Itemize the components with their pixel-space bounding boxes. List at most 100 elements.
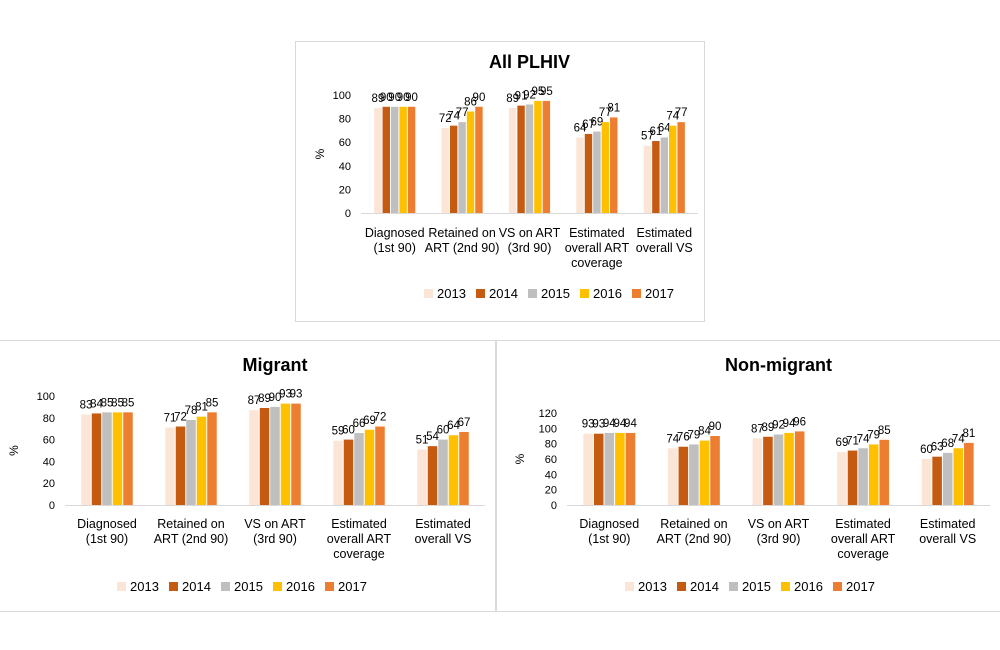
bar-2013 [752,438,763,505]
category-label: Estimated overall ART coverage [831,517,896,561]
bar-2017 [475,106,483,213]
bar-2014 [847,450,858,505]
legend-swatch-2015 [528,289,537,298]
legend-label: 2013 [130,579,159,594]
bar-2013 [374,107,382,213]
bar-2015 [525,104,534,213]
data-label: 81 [962,428,975,440]
category-label: Estimated overall VS [415,517,472,546]
data-label: 90 [397,92,410,104]
bar-2014 [517,105,525,213]
bar-2013 [165,427,175,505]
legend-swatch-2013 [625,582,634,591]
bar-2013 [441,128,449,213]
legend-label: 2017 [338,579,367,594]
y-tick-label: 20 [339,184,351,196]
legend-label: 2013 [638,579,667,594]
bar-2015 [593,131,601,213]
data-label: 90 [269,392,282,404]
legend-label: 2015 [742,579,771,594]
legend-swatch-2014 [677,582,686,591]
category-label: Retained on ART (2nd 90) [657,517,732,546]
bar-2016 [615,432,625,505]
data-label: 90 [380,92,393,104]
bar-2014 [763,436,773,505]
legend-swatch-2013 [424,289,433,298]
data-label: 63 [931,442,944,454]
data-label: 85 [878,425,891,437]
bar-2017 [407,106,416,213]
bar-2015 [458,122,466,213]
chart-all-plhiv: All PLHIV020406080100%8990909090Diagnose… [313,52,698,301]
data-label: 90 [709,421,722,433]
bar-2016 [784,432,794,505]
legend-label: 2017 [846,579,875,594]
bar-2013 [417,449,427,505]
legend-swatch-2015 [221,582,230,591]
data-label: 85 [122,397,135,409]
chart-non-migrant: Non-migrant020406080100120%9393949494Dia… [513,355,990,594]
data-label: 81 [607,102,620,114]
data-label: 94 [624,418,637,430]
data-label: 68 [941,438,954,450]
data-label: 91 [515,91,528,103]
chart-panel-non-migrant: Non-migrant 0 20 40 60 80 100 120% 93 93 94 94 94 Dia… [496,340,1000,612]
bar-2017 [291,403,301,505]
legend-label: 2016 [286,579,315,594]
data-label: 84 [90,398,103,410]
chart-migrant: Migrant020406080100%8384858585Diagnosed(… [7,355,485,594]
data-label: 72 [374,412,387,424]
y-tick-label: 80 [545,439,557,451]
data-label: 64 [658,122,671,134]
category-label: Diagnosed (1st 90) [77,517,137,546]
legend-label: 2017 [645,286,674,301]
data-label: 74 [857,433,870,445]
data-label: 51 [416,434,429,446]
data-label: 83 [80,400,93,412]
data-label: 94 [603,418,616,430]
bar-2016 [534,100,542,213]
y-tick-label: 40 [545,469,557,481]
bar-2015 [186,419,196,505]
category-label: Retained on ART (2nd 90) [425,226,500,255]
y-tick-label: 0 [551,500,557,512]
category-label: Retained on ART (2nd 90) [154,517,229,546]
data-label: 90 [405,92,418,104]
bar-2014 [91,413,102,505]
bar-2014 [449,125,458,213]
chart-panel-migrant: Migrant 0 20 40 60 80 100% 83 84 85 85 85 Diagnosed(… [0,340,496,612]
y-tick-label: 20 [545,485,557,497]
y-tick-label: 100 [333,90,351,102]
bar-2015 [390,106,399,213]
chart-panel-all-plhiv: All PLHIV 0 20 40 60 80 100% 89 90 90 90 90 Diagnose… [295,41,705,322]
bar-2013 [643,145,652,213]
chart-title: Migrant [243,355,308,375]
data-label: 69 [836,437,849,449]
y-tick-label: 60 [43,435,55,447]
data-label: 77 [599,107,612,119]
data-label: 71 [846,436,859,448]
data-label: 72 [439,113,452,125]
bar-2016 [112,412,123,505]
data-label: 85 [111,397,124,409]
bar-2014 [343,439,354,505]
bar-2017 [375,426,385,505]
y-tick-label: 60 [339,137,351,149]
bar-2017 [625,432,636,505]
bar-2017 [459,431,469,505]
category-label: VS on ART (3rd 90) [499,226,561,255]
bar-2014 [678,446,689,505]
bar-2014 [593,433,604,505]
legend-swatch-2015 [729,582,738,591]
y-tick-label: 100 [539,423,557,435]
bar-2014 [259,407,270,505]
legend-swatch-2014 [169,582,178,591]
category-label: Estimated overall VS [919,517,976,546]
legend-swatch-2016 [273,582,282,591]
y-tick-label: 60 [545,454,557,466]
y-axis-label: % [7,445,21,456]
bar-2015 [604,432,615,505]
chart-title: Non-migrant [725,355,832,375]
data-label: 72 [174,412,187,424]
legend-swatch-2017 [833,582,842,591]
